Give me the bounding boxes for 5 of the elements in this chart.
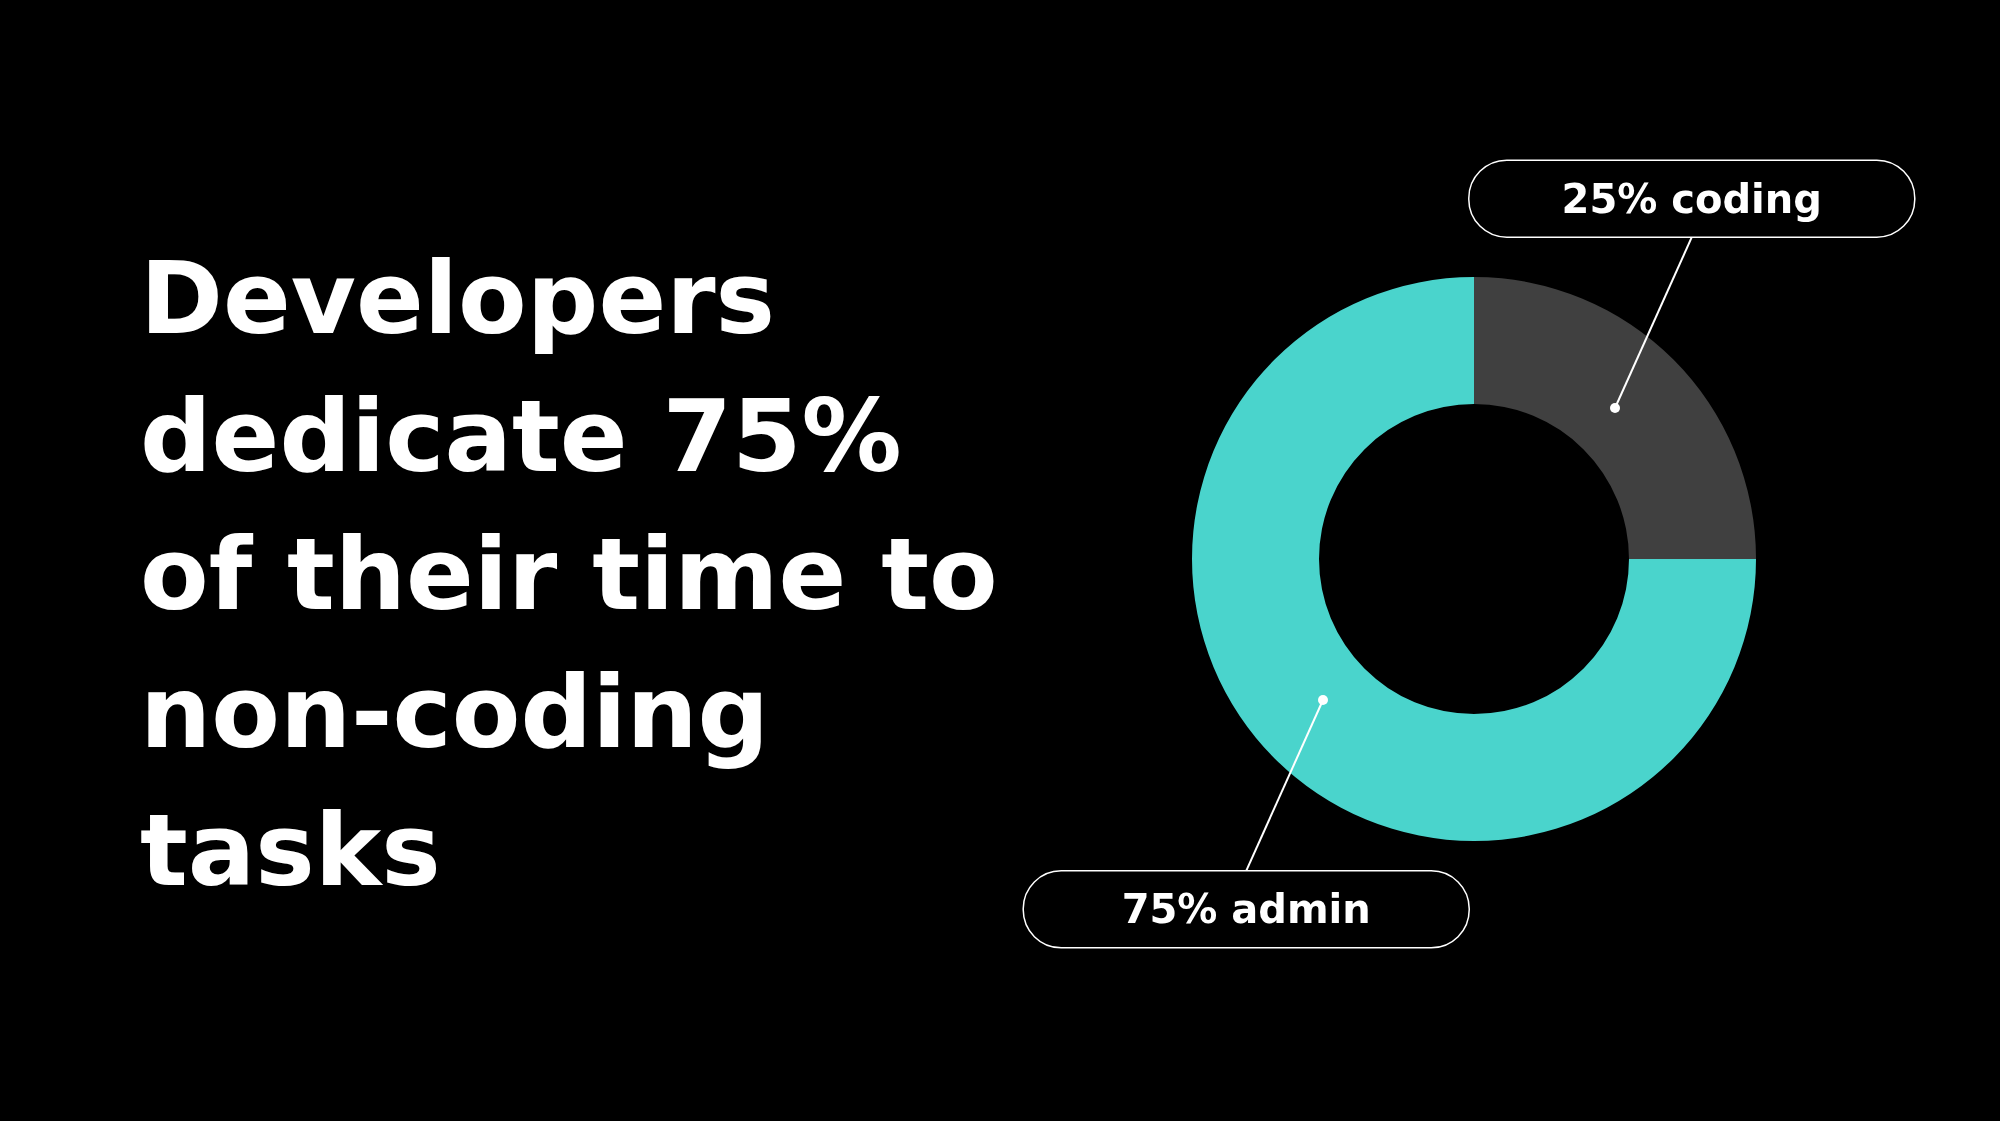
slice-label: 25% coding — [1561, 175, 1822, 222]
donut-slice — [1474, 277, 1756, 559]
slice-label: 75% admin — [1121, 886, 1371, 933]
text: Developers dedicate 75% of their time to non-coding tasks — [140, 239, 999, 911]
donut-slice — [1192, 277, 1756, 841]
